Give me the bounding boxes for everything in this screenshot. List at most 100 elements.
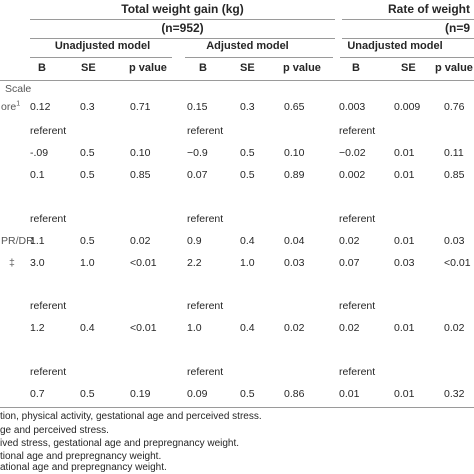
cell-adjusted-total-se: 0.4 (240, 235, 255, 247)
column-header-b: B (352, 62, 360, 74)
cell-adjusted-total-p-value: 0.04 (284, 235, 305, 247)
cell-unadjusted-total-b: -.09 (30, 147, 49, 159)
model-header-adjusted-total: Adjusted model (206, 40, 289, 52)
cell-adjusted-total-b: referent (187, 213, 224, 225)
cell-unadjusted-total-p-value: 0.85 (130, 169, 151, 181)
cell-unadjusted-total-b: 0.12 (30, 101, 51, 113)
cell-unadjusted-rate-b: 0.02 (339, 322, 360, 334)
footnote: tional age and prepregnancy weight. (0, 451, 162, 462)
cell-unadjusted-rate-se: 0.009 (394, 101, 421, 113)
cell-unadjusted-rate-p-value: 0.32 (444, 388, 465, 400)
cell-unadjusted-rate-b: 0.02 (339, 235, 360, 247)
cell-adjusted-total-p-value: 0.86 (284, 388, 305, 400)
cell-unadjusted-total-b: 1.2 (30, 322, 45, 334)
row-label-text: ore (1, 101, 17, 113)
cell-unadjusted-rate-b: referent (339, 213, 376, 225)
n-rule-total (30, 38, 335, 39)
cell-unadjusted-total-se: 1.0 (80, 257, 95, 269)
header-bottom-rule (0, 80, 474, 81)
cell-adjusted-total-b: −0.9 (187, 147, 208, 159)
table-row: PR/DR 1.1 0.5 0.02 0.9 0.4 0.04 0.02 0.01 0.03 (0, 234, 474, 248)
row-label-text: Scale (5, 83, 32, 95)
cell-unadjusted-total-se: 0.5 (80, 169, 95, 181)
model-rule-unadjusted-rate (340, 57, 474, 58)
cell-unadjusted-total-se: 0.4 (80, 322, 95, 334)
cell-adjusted-total-b: 0.15 (187, 101, 208, 113)
footnote-marker: 1 (16, 100, 21, 108)
cell-adjusted-total-b: 0.07 (187, 169, 208, 181)
column-header-b: B (199, 62, 207, 74)
column-header-p-value: p value (129, 62, 167, 74)
group-rule-rate (342, 19, 474, 20)
cell-unadjusted-rate-se: 0.01 (394, 322, 415, 334)
footnote: ational age and prepregnancy weight. (0, 462, 167, 473)
cell-unadjusted-rate-p-value: 0.11 (444, 147, 464, 159)
cell-adjusted-total-se: 0.3 (240, 101, 255, 113)
cell-unadjusted-rate-se: 0.01 (394, 147, 415, 159)
n-rule-rate (342, 38, 474, 39)
table-row: referent referent referent (0, 212, 474, 226)
cell-adjusted-total-p-value: 0.65 (284, 101, 305, 113)
cell-unadjusted-total-p-value: 0.10 (130, 147, 151, 159)
table-row: 0.1 0.5 0.85 0.07 0.5 0.89 0.002 0.01 0.85 (0, 168, 474, 182)
cell-adjusted-total-b: 2.2 (187, 257, 202, 269)
column-header-b: B (38, 62, 46, 74)
cell-adjusted-total-p-value: 0.03 (284, 257, 305, 269)
cell-unadjusted-rate-b: 0.07 (339, 257, 360, 269)
cell-unadjusted-total-b: referent (30, 366, 67, 378)
cell-adjusted-total-se: 0.5 (240, 169, 255, 181)
cell-adjusted-total-b: 1.0 (187, 322, 202, 334)
table-bottom-rule (0, 407, 474, 408)
cell-adjusted-total-se: 0.5 (240, 147, 255, 159)
table-row: -.09 0.5 0.10 −0.9 0.5 0.10 −0.02 0.01 0.11 (0, 146, 474, 160)
cell-unadjusted-rate-se: 0.01 (394, 169, 415, 181)
table-row: referent referent referent (0, 299, 474, 313)
cell-unadjusted-total-b: 0.1 (30, 169, 45, 181)
cell-unadjusted-total-b: referent (30, 300, 67, 312)
group-rule-total (30, 19, 335, 20)
group-title-rate-of-weight: Rate of weight (388, 2, 471, 16)
model-rule-unadjusted-total (30, 57, 172, 58)
cell-unadjusted-total-b: 1.1 (30, 235, 45, 247)
cell-unadjusted-total-p-value: 0.71 (130, 101, 151, 113)
model-header-unadjusted-rate: Unadjusted model (347, 40, 443, 52)
row-label: PR/DR (1, 234, 34, 248)
table-row: 0.7 0.5 0.19 0.09 0.5 0.86 0.01 0.01 0.32 (0, 387, 474, 401)
cell-adjusted-total-p-value: 0.89 (284, 169, 305, 181)
cell-unadjusted-rate-p-value: 0.76 (444, 101, 465, 113)
cell-adjusted-total-b: referent (187, 125, 224, 137)
sample-size-total: (n=952) (161, 21, 204, 35)
cell-adjusted-total-se: 0.4 (240, 322, 255, 334)
model-header-unadjusted-total: Unadjusted model (54, 40, 151, 52)
cell-adjusted-total-b: referent (187, 300, 224, 312)
column-header-se: SE (401, 62, 416, 74)
cell-unadjusted-total-p-value: 0.02 (130, 235, 151, 247)
cell-unadjusted-total-b: 3.0 (30, 257, 45, 269)
group-title-total-weight-gain: Total weight gain (kg) (121, 2, 244, 16)
cell-unadjusted-rate-b: referent (339, 125, 376, 137)
cell-unadjusted-total-se: 0.5 (80, 235, 95, 247)
table-row: ore1 0.12 0.3 0.71 0.15 0.3 0.65 0.003 0.009 0.76 (0, 100, 474, 114)
cell-unadjusted-rate-b: 0.01 (339, 388, 360, 400)
cell-unadjusted-rate-b: referent (339, 366, 376, 378)
cell-unadjusted-total-se: 0.5 (80, 388, 95, 400)
row-label: ore1 (1, 100, 20, 114)
cell-unadjusted-rate-p-value: <0.01 (444, 257, 471, 269)
cell-adjusted-total-p-value: 0.10 (284, 147, 305, 159)
cell-unadjusted-rate-se: 0.03 (394, 257, 415, 269)
cell-unadjusted-total-p-value: <0.01 (130, 322, 157, 334)
table-row: Scale (0, 82, 474, 96)
table-row: 1.2 0.4 <0.01 1.0 0.4 0.02 0.02 0.01 0.02 (0, 321, 474, 335)
column-header-se: SE (81, 62, 96, 74)
footnote: ived stress, gestational age and prepreg… (0, 438, 240, 449)
cell-unadjusted-rate-p-value: 0.02 (444, 322, 465, 334)
column-header-p-value: p value (435, 62, 473, 74)
cell-unadjusted-rate-b: 0.003 (339, 101, 366, 113)
footnote: ge and perceived stress. (0, 425, 109, 436)
sample-size-rate: (n=9 (445, 21, 471, 35)
column-header-se: SE (240, 62, 255, 74)
cell-adjusted-total-p-value: 0.02 (284, 322, 305, 334)
row-label: Scale (5, 82, 31, 96)
model-rule-adjusted-total (185, 57, 333, 58)
